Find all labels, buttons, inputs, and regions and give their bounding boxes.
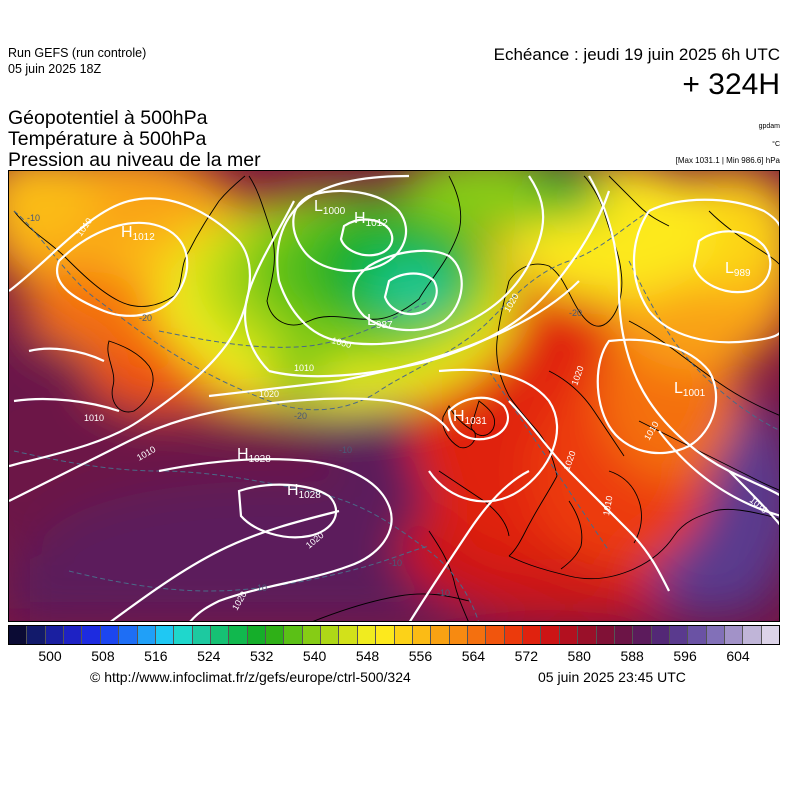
colorbar-swatch xyxy=(119,626,138,644)
colorbar-tick-label: 604 xyxy=(726,648,750,664)
colorbar-tick-label: 596 xyxy=(673,648,697,664)
colorbar-tick-label: 516 xyxy=(144,648,168,664)
run-title: Run GEFS (run controle) xyxy=(8,46,147,60)
pressure-center-low: L987 xyxy=(367,312,393,331)
colorbar-swatch xyxy=(651,626,670,644)
pressure-center-high: H1012 xyxy=(121,224,155,243)
colorbar-tick-label: 508 xyxy=(91,648,115,664)
isobar-label: 1020 xyxy=(259,389,279,399)
colorbar-swatch xyxy=(137,626,156,644)
pressure-center-high: H1028 xyxy=(237,446,271,465)
colorbar-swatch xyxy=(339,626,358,644)
temperature-label: -20 xyxy=(569,308,582,318)
pressure-centers: H1012 L1000 H1012 L987 L989 L1001 H1031 H1028 H1… xyxy=(121,198,751,501)
temperature-label: -10 xyxy=(254,583,267,593)
colorbar-tick-label: 580 xyxy=(567,648,591,664)
pressure-center-high: H1012 xyxy=(354,210,388,229)
colorbar-swatch xyxy=(284,626,303,644)
colorbar-swatch xyxy=(669,626,689,644)
pressure-center-low: L1000 xyxy=(314,198,346,217)
pressure-center-high: H1028 xyxy=(287,482,321,501)
generation-time: 05 juin 2025 23:45 UTC xyxy=(538,669,686,685)
colorbar-swatch xyxy=(27,626,46,644)
pressure-center-low: L989 xyxy=(725,260,751,279)
colorbar-swatch xyxy=(247,626,267,644)
temperature-label: -10 xyxy=(339,445,352,455)
colorbar-swatch xyxy=(688,626,707,644)
colorbar-swatch xyxy=(357,626,377,644)
colorbar-swatch xyxy=(706,626,726,644)
colorbar-swatch xyxy=(761,626,780,644)
weather-map: H1012 L1000 H1012 L987 L989 L1001 H1031 H1028 H1… xyxy=(8,170,780,622)
parameter-temperature: Température à 500hPa xyxy=(8,128,207,150)
colorbar-swatch xyxy=(394,626,413,644)
credit-url[interactable]: © http://www.infoclimat.fr/z/gefs/europe… xyxy=(90,669,411,685)
lead-time: + 324H xyxy=(682,68,780,101)
colorbar-ticks: 500 508 516 524 532 540 548 556 564 572 580 588 596 6… xyxy=(8,648,780,666)
colorbar-tick-label: 588 xyxy=(620,648,644,664)
colorbar-swatch xyxy=(743,626,762,644)
colorbar-swatch xyxy=(559,626,579,644)
colorbar-swatch xyxy=(431,626,450,644)
forecast-valid-time: Echéance : jeudi 19 juin 2025 6h UTC xyxy=(493,45,780,64)
colorbar-swatch xyxy=(155,626,175,644)
colorbar-tick-label: 532 xyxy=(250,648,274,664)
colorbar-swatch xyxy=(596,626,615,644)
colorbar-swatch xyxy=(64,626,83,644)
colorbar-swatch xyxy=(45,626,65,644)
colorbar-swatch xyxy=(467,626,487,644)
colorbar-swatch xyxy=(578,626,597,644)
parameter-geopotential: Géopotentiel à 500hPa xyxy=(8,107,208,129)
isobar-label: 1010 xyxy=(84,413,104,423)
colorbar-tick-label: 500 xyxy=(38,648,62,664)
colorbar-tick-label: 548 xyxy=(355,648,380,664)
colorbar-swatch xyxy=(229,626,248,644)
temperature-label: -10 xyxy=(389,558,402,568)
colorbar-swatch xyxy=(82,626,101,644)
colorbar-swatch xyxy=(266,626,285,644)
colorbar-swatch xyxy=(321,626,340,644)
colorbar-swatch xyxy=(100,626,120,644)
geopotential-field xyxy=(9,171,779,621)
unit-geopotential: gpdam xyxy=(758,123,780,130)
colorbar-tick-label: 540 xyxy=(302,648,327,664)
run-date: 05 juin 2025 18Z xyxy=(8,62,102,76)
pressure-minmax: [Max 1031.1 | Min 986.6] hPa xyxy=(675,156,780,165)
temperature-label: -20 xyxy=(139,313,152,323)
colorbar-swatch xyxy=(9,626,28,644)
colorbar-swatch xyxy=(504,626,524,644)
colorbar-swatch xyxy=(633,626,652,644)
pressure-center-high: H1031 xyxy=(453,408,487,427)
temperature-label: -10 xyxy=(27,213,40,223)
colorbar-tick-label: 524 xyxy=(197,648,221,664)
temperature-label: -20 xyxy=(294,411,307,421)
colorbar-swatch xyxy=(174,626,193,644)
colorbar-tick-label: 556 xyxy=(408,648,433,664)
colorbar-tick-label: 572 xyxy=(514,648,538,664)
colorbar-tick-label: 564 xyxy=(461,648,486,664)
colorbar-swatch xyxy=(192,626,211,644)
isobar-label: 1010 xyxy=(294,363,314,373)
colorbar-swatch xyxy=(210,626,230,644)
temperature-label: -10 xyxy=(437,588,450,598)
isobar-label: 1010 xyxy=(601,495,614,516)
pressure-center-low: L1001 xyxy=(674,380,706,399)
colorbar xyxy=(8,625,780,645)
colorbar-swatch xyxy=(541,626,560,644)
parameter-pressure: Pression au niveau de la mer xyxy=(8,149,261,171)
colorbar-swatch xyxy=(449,626,468,644)
colorbar-swatch xyxy=(486,626,505,644)
unit-temperature: °C xyxy=(772,141,780,148)
colorbar-swatch xyxy=(302,626,322,644)
colorbar-swatch xyxy=(614,626,634,644)
colorbar-swatch xyxy=(412,626,432,644)
colorbar-swatch xyxy=(523,626,542,644)
colorbar-swatch xyxy=(376,626,395,644)
colorbar-swatch xyxy=(725,626,744,644)
isobars xyxy=(9,174,779,621)
temperature-labels: -10 -20 -20 -10 -10 -10 -10 -20 xyxy=(27,213,582,598)
